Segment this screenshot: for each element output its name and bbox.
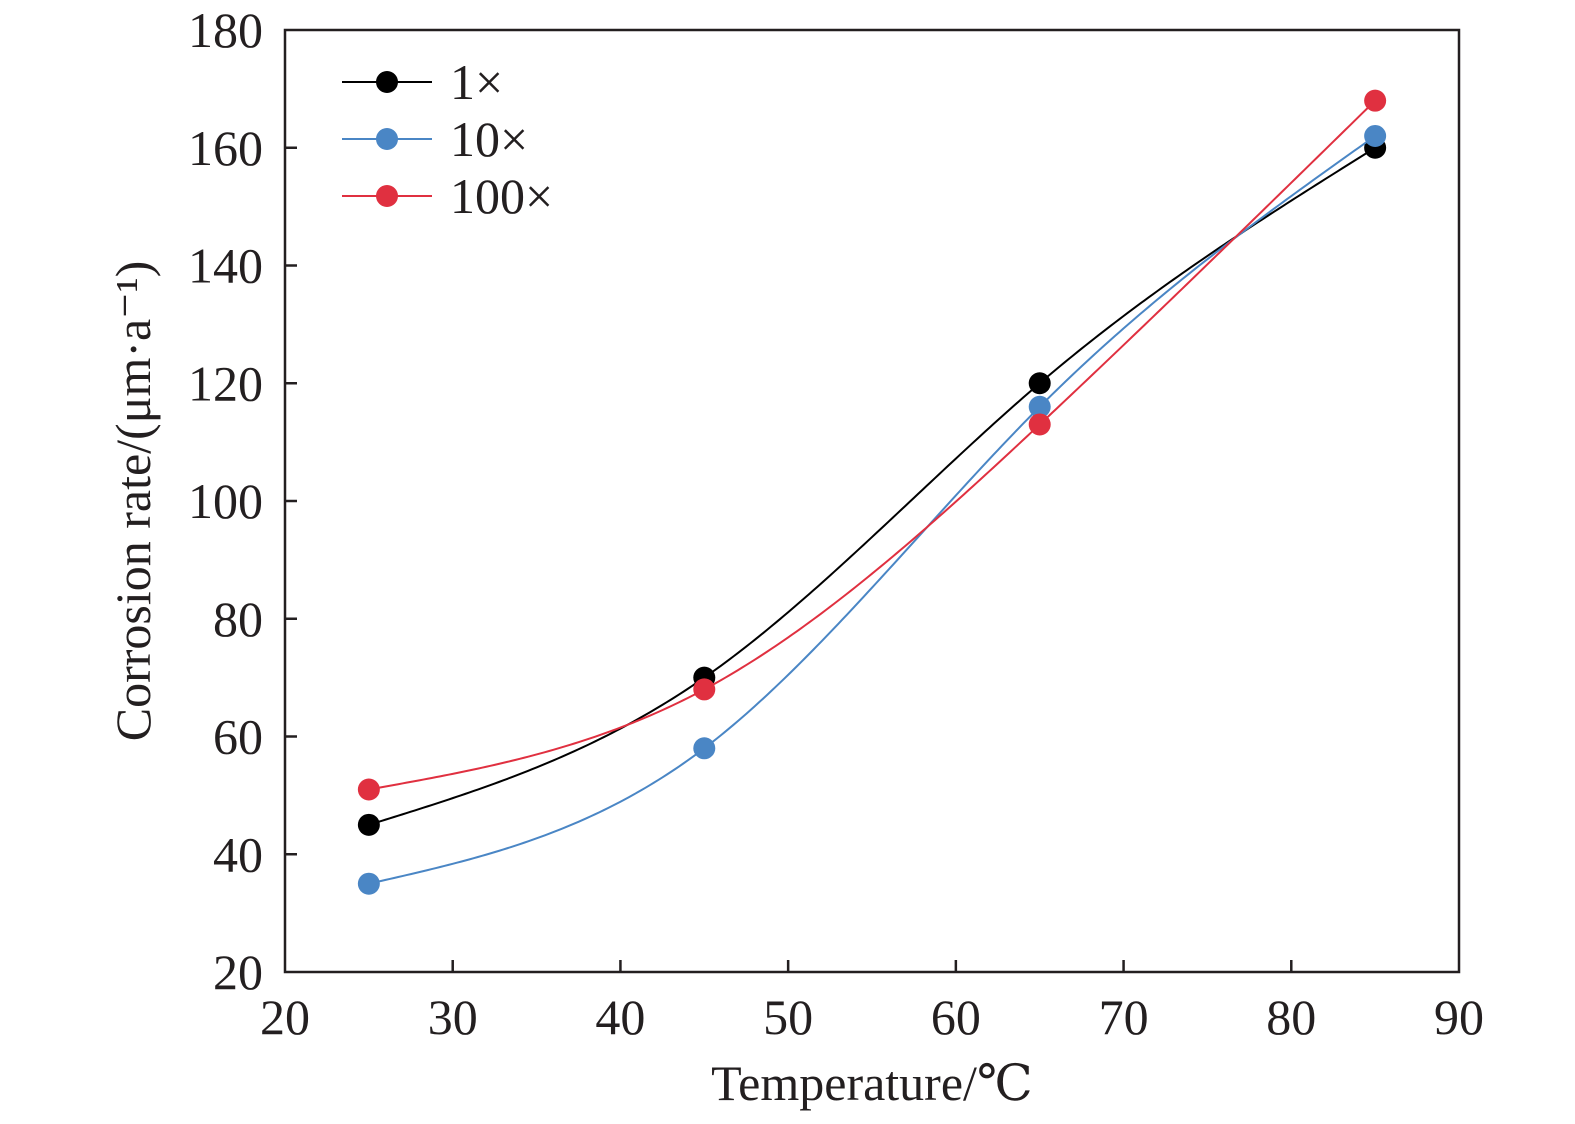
x-tick-label: 50 xyxy=(763,989,813,1045)
series-layer xyxy=(357,89,1387,895)
y-tick-label: 40 xyxy=(213,826,263,882)
legend-label: 10× xyxy=(450,111,528,167)
x-tick-label: 70 xyxy=(1099,989,1149,1045)
data-point xyxy=(693,678,716,701)
legend: 1×10×100× xyxy=(342,54,553,224)
y-tick-label: 120 xyxy=(188,355,263,411)
y-tick-label: 180 xyxy=(188,2,263,58)
x-tick-label: 80 xyxy=(1266,989,1316,1045)
series-line-2 xyxy=(368,99,1376,791)
legend-label: 1× xyxy=(450,54,503,110)
legend-label: 100× xyxy=(450,168,553,224)
y-tick-label: 60 xyxy=(213,709,263,765)
data-point xyxy=(357,872,380,895)
series-line-0 xyxy=(368,146,1376,826)
data-point xyxy=(693,737,716,760)
data-point xyxy=(1028,395,1051,418)
data-point xyxy=(357,813,380,836)
x-tick-label: 60 xyxy=(931,989,981,1045)
y-tick-label: 140 xyxy=(188,238,263,294)
legend-marker xyxy=(376,185,398,207)
y-tick-label: 20 xyxy=(213,944,263,1000)
data-point xyxy=(1028,413,1051,436)
x-tick-label: 40 xyxy=(595,989,645,1045)
data-point xyxy=(1028,372,1051,395)
data-point xyxy=(1364,124,1387,147)
data-point xyxy=(1364,89,1387,112)
series-line-1 xyxy=(368,135,1376,885)
y-tick-label: 160 xyxy=(188,120,263,176)
x-tick-label: 30 xyxy=(428,989,478,1045)
data-point xyxy=(357,778,380,801)
legend-marker xyxy=(376,71,398,93)
y-axis-title: Corrosion rate/(μm·a⁻¹) xyxy=(105,261,161,742)
y-tick-label: 80 xyxy=(213,591,263,647)
y-tick-label: 100 xyxy=(188,473,263,529)
x-tick-label: 90 xyxy=(1434,989,1484,1045)
legend-marker xyxy=(376,128,398,150)
x-tick-label: 20 xyxy=(260,989,310,1045)
x-axis-title: Temperature/℃ xyxy=(711,1055,1033,1111)
axes-layer: 20 30 40 50 60 70 80 90 20 40 60 80 100 120 140 160 180 xyxy=(188,2,1484,1045)
